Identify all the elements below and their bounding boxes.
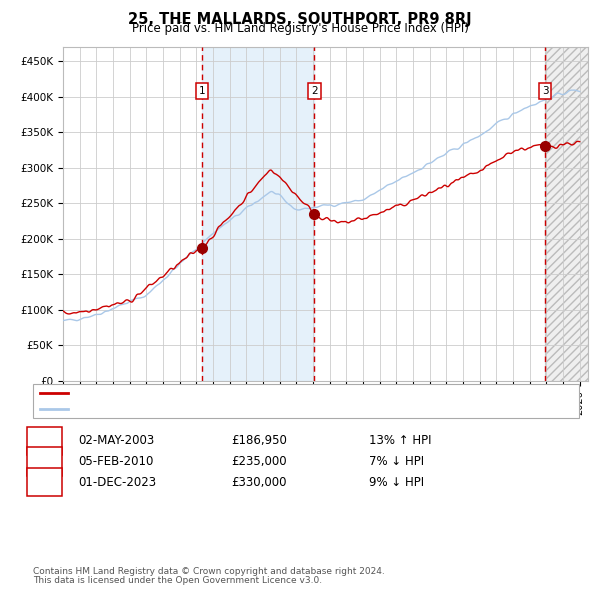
Text: 25, THE MALLARDS, SOUTHPORT, PR9 8RJ (detached house): 25, THE MALLARDS, SOUTHPORT, PR9 8RJ (de… [74, 388, 409, 398]
Text: 3: 3 [41, 476, 48, 489]
Text: HPI: Average price, detached house, Sefton: HPI: Average price, detached house, Seft… [74, 404, 316, 414]
Text: 9% ↓ HPI: 9% ↓ HPI [369, 476, 424, 489]
Text: 01-DEC-2023: 01-DEC-2023 [78, 476, 156, 489]
Text: 02-MAY-2003: 02-MAY-2003 [78, 434, 154, 447]
Text: This data is licensed under the Open Government Licence v3.0.: This data is licensed under the Open Gov… [33, 576, 322, 585]
Text: 3: 3 [542, 86, 548, 96]
Text: Contains HM Land Registry data © Crown copyright and database right 2024.: Contains HM Land Registry data © Crown c… [33, 566, 385, 576]
Bar [545, 47, 588, 381]
Text: 2: 2 [311, 86, 317, 96]
Bar [545, 47, 588, 381]
Text: £330,000: £330,000 [231, 476, 287, 489]
Text: 7% ↓ HPI: 7% ↓ HPI [369, 455, 424, 468]
Text: 1: 1 [199, 86, 205, 96]
Text: £186,950: £186,950 [231, 434, 287, 447]
Text: 2: 2 [41, 455, 48, 468]
Text: 25, THE MALLARDS, SOUTHPORT, PR9 8RJ: 25, THE MALLARDS, SOUTHPORT, PR9 8RJ [128, 12, 472, 27]
Text: 05-FEB-2010: 05-FEB-2010 [78, 455, 154, 468]
Text: Price paid vs. HM Land Registry's House Price Index (HPI): Price paid vs. HM Land Registry's House … [131, 22, 469, 35]
Text: 1: 1 [41, 434, 48, 447]
Bar [202, 47, 314, 381]
Text: 13% ↑ HPI: 13% ↑ HPI [369, 434, 431, 447]
Text: £235,000: £235,000 [231, 455, 287, 468]
